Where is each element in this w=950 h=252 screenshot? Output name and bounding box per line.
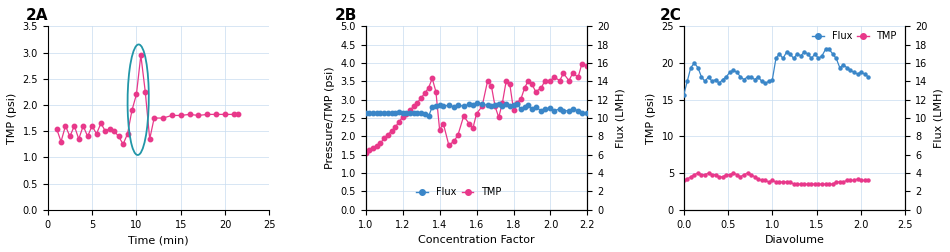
Flux [382,112,393,115]
TMP [577,62,588,65]
Legend: Flux, TMP: Flux, TMP [808,27,901,45]
Text: 2A: 2A [26,8,48,23]
TMP [573,75,584,78]
TMP [581,65,593,68]
Flux [408,111,420,114]
TMP [678,179,690,182]
Y-axis label: TMP (psi): TMP (psi) [646,92,655,144]
Flux [360,112,371,115]
TMP [693,172,704,175]
Flux [820,48,831,51]
TMP [397,116,408,119]
TMP [554,79,565,82]
Y-axis label: Flux (LMH): Flux (LMH) [933,88,943,148]
TMP [863,179,874,182]
Text: 2C: 2C [659,8,681,23]
TMP [408,105,420,108]
Flux [785,52,796,55]
Flux [423,115,434,118]
Flux [728,69,739,72]
X-axis label: Time (min): Time (min) [128,235,189,245]
Flux [438,105,449,108]
Line: TMP: TMP [364,61,590,155]
TMP [802,183,813,186]
Y-axis label: Pressure/TMP (psi): Pressure/TMP (psi) [325,67,335,169]
TMP [360,151,371,154]
TMP [791,183,803,186]
TMP [795,183,807,186]
Y-axis label: Flux (LMH): Flux (LMH) [615,88,625,148]
Legend: Flux, TMP: Flux, TMP [412,183,505,201]
Flux [795,54,807,57]
TMP [788,183,799,186]
Flux [471,102,483,105]
Flux [577,111,588,114]
TMP [382,133,393,136]
Flux [845,69,856,72]
Line: Flux: Flux [682,48,869,97]
Text: 2B: 2B [334,8,357,23]
Flux [678,94,690,97]
Flux [788,57,799,60]
Flux [397,112,408,115]
Flux [581,112,593,115]
TMP [434,128,446,131]
TMP [806,183,817,186]
Line: Flux: Flux [364,101,590,118]
TMP [827,183,839,186]
X-axis label: Concentration Factor: Concentration Factor [418,235,535,245]
X-axis label: Diavolume: Diavolume [765,235,825,245]
Line: TMP: TMP [682,172,869,186]
Flux [863,75,874,78]
Flux [824,48,835,51]
TMP [732,173,743,176]
Y-axis label: TMP (psi): TMP (psi) [7,92,17,144]
Flux [563,109,575,112]
